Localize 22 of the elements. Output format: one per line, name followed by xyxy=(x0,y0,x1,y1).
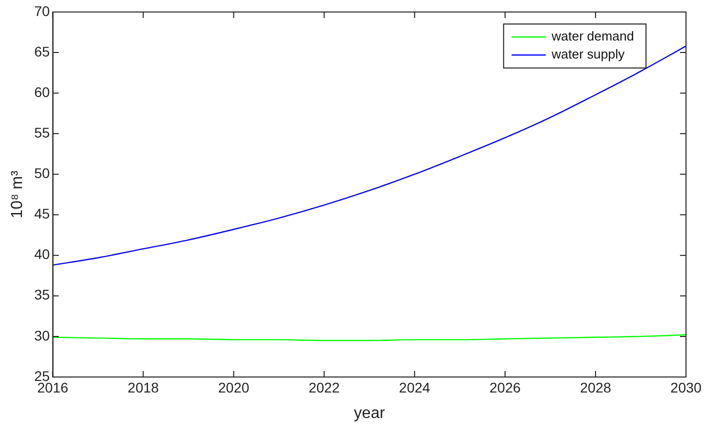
x-tick-label: 2026 xyxy=(490,379,521,396)
legend-label: water demand xyxy=(550,28,634,44)
y-tick-label: 35 xyxy=(34,286,50,303)
x-tick-label: 2030 xyxy=(670,379,702,396)
x-tick-label: 2020 xyxy=(218,379,250,396)
y-tick-label: 65 xyxy=(34,43,50,60)
line-series xyxy=(52,45,686,266)
x-tick-label: 2022 xyxy=(308,379,340,396)
x-tick-label: 2024 xyxy=(399,379,430,396)
x-tick-label: 2028 xyxy=(580,379,612,396)
y-tick-label: 55 xyxy=(34,124,50,141)
y-tick-label: 25 xyxy=(34,368,50,384)
y-tick-label: 50 xyxy=(34,165,50,182)
legend-label: water supply xyxy=(550,46,626,62)
y-tick-label: 30 xyxy=(34,327,50,344)
y-tick-label: 70 xyxy=(34,2,50,19)
y-tick-label: 60 xyxy=(34,84,50,100)
x-axis-title: year xyxy=(354,404,386,422)
x-tick-label: 2018 xyxy=(128,379,160,396)
y-tick-label: 40 xyxy=(34,246,50,262)
y-axis-title: 10⁸ m³ xyxy=(9,170,26,218)
y-tick-label: 45 xyxy=(34,206,50,222)
